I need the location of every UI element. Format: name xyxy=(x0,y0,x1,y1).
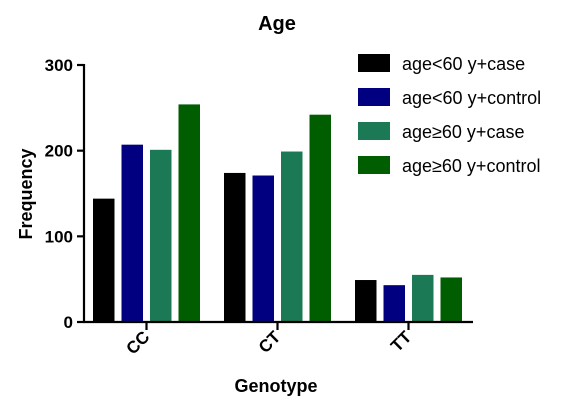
legend-label: age≥60 y+control xyxy=(402,156,540,176)
legend-swatch xyxy=(358,156,390,174)
bar-ct-series-1 xyxy=(224,173,246,322)
legend-swatch xyxy=(358,54,390,72)
y-tick-label: 300 xyxy=(45,56,73,75)
bar-cc-series-3 xyxy=(150,150,172,322)
y-tick-label: 100 xyxy=(45,227,73,246)
x-axis-ticks: CC CT TT xyxy=(123,322,416,358)
bar-tt-series-1 xyxy=(355,280,377,322)
x-tick-label: CT xyxy=(255,327,285,357)
y-tick-label: 200 xyxy=(45,142,73,161)
bar-tt-series-2 xyxy=(384,285,406,322)
y-axis-label: Frequency xyxy=(16,148,36,239)
bar-ct-series-4 xyxy=(310,115,332,322)
chart-title: Age xyxy=(258,13,296,35)
x-tick-label: TT xyxy=(387,327,416,356)
y-tick-label: 0 xyxy=(64,313,73,332)
bar-ct-series-2 xyxy=(253,176,275,322)
legend-label: age<60 y+control xyxy=(402,88,541,108)
bar-tt-series-4 xyxy=(441,277,463,322)
bar-cc-series-4 xyxy=(179,104,201,322)
bar-cc-series-2 xyxy=(122,145,144,322)
bar-cc-series-1 xyxy=(93,199,115,322)
legend: age<60 y+case age<60 y+control age≥60 y+ca… xyxy=(358,54,541,176)
bar-ct-series-3 xyxy=(281,152,303,322)
legend-swatch xyxy=(358,88,390,106)
y-axis-ticks: 0 100 200 300 xyxy=(45,56,84,332)
x-tick-label: CC xyxy=(123,327,154,358)
legend-label: age<60 y+case xyxy=(402,54,525,74)
legend-label: age≥60 y+case xyxy=(402,122,524,142)
legend-swatch xyxy=(358,122,390,140)
bar-tt-series-3 xyxy=(412,275,434,322)
x-axis-label: Genotype xyxy=(234,376,317,396)
